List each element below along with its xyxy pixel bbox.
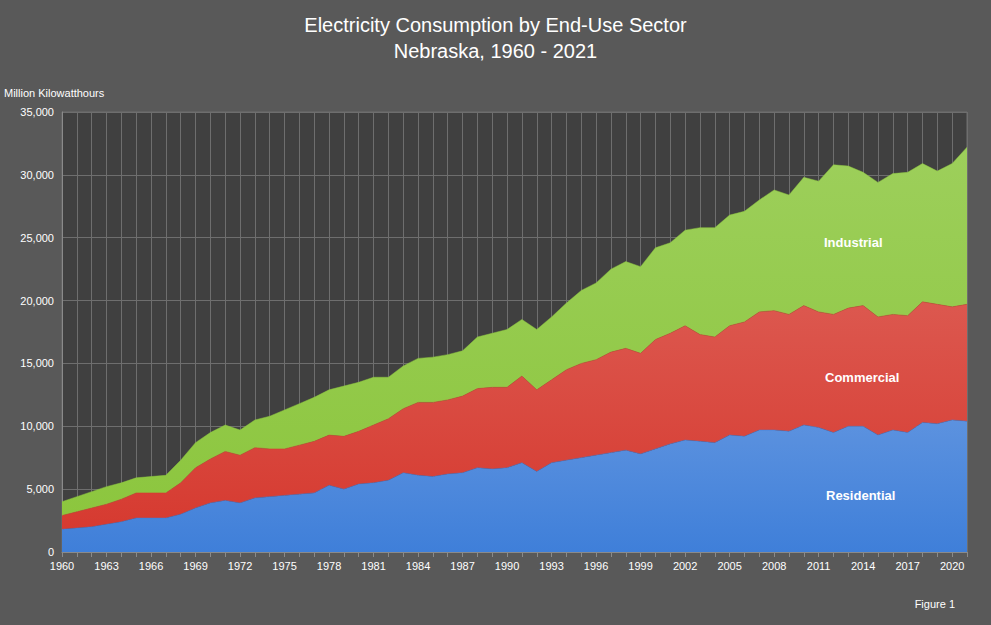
svg-text:1984: 1984 <box>406 560 430 572</box>
svg-text:1972: 1972 <box>228 560 252 572</box>
svg-text:25,000: 25,000 <box>20 232 54 244</box>
svg-text:Figure 1: Figure 1 <box>915 598 955 610</box>
svg-text:Commercial: Commercial <box>825 370 899 385</box>
svg-text:2020: 2020 <box>940 560 964 572</box>
svg-text:2005: 2005 <box>717 560 741 572</box>
svg-text:1990: 1990 <box>495 560 519 572</box>
svg-text:1975: 1975 <box>272 560 296 572</box>
svg-text:Residential: Residential <box>826 488 895 503</box>
svg-text:2014: 2014 <box>851 560 875 572</box>
svg-text:15,000: 15,000 <box>20 357 54 369</box>
svg-text:35,000: 35,000 <box>20 106 54 118</box>
svg-text:1996: 1996 <box>584 560 608 572</box>
svg-text:2002: 2002 <box>673 560 697 572</box>
svg-text:1963: 1963 <box>94 560 118 572</box>
svg-text:1960: 1960 <box>50 560 74 572</box>
svg-text:5,000: 5,000 <box>26 483 54 495</box>
svg-text:20,000: 20,000 <box>20 295 54 307</box>
svg-text:1999: 1999 <box>628 560 652 572</box>
svg-text:1981: 1981 <box>361 560 385 572</box>
svg-text:1966: 1966 <box>139 560 163 572</box>
svg-text:2011: 2011 <box>807 560 831 572</box>
svg-text:1993: 1993 <box>539 560 563 572</box>
svg-text:1978: 1978 <box>317 560 341 572</box>
svg-text:Electricity Consumption by End: Electricity Consumption by End-Use Secto… <box>304 14 687 36</box>
svg-text:Nebraska, 1960 - 2021: Nebraska, 1960 - 2021 <box>394 40 597 62</box>
svg-text:0: 0 <box>48 546 54 558</box>
svg-text:Million Kilowatthours: Million Kilowatthours <box>4 87 105 99</box>
svg-text:1969: 1969 <box>183 560 207 572</box>
svg-text:Industrial: Industrial <box>824 235 883 250</box>
svg-text:30,000: 30,000 <box>20 169 54 181</box>
svg-text:2017: 2017 <box>895 560 919 572</box>
svg-text:10,000: 10,000 <box>20 420 54 432</box>
svg-text:2008: 2008 <box>762 560 786 572</box>
svg-text:1987: 1987 <box>450 560 474 572</box>
